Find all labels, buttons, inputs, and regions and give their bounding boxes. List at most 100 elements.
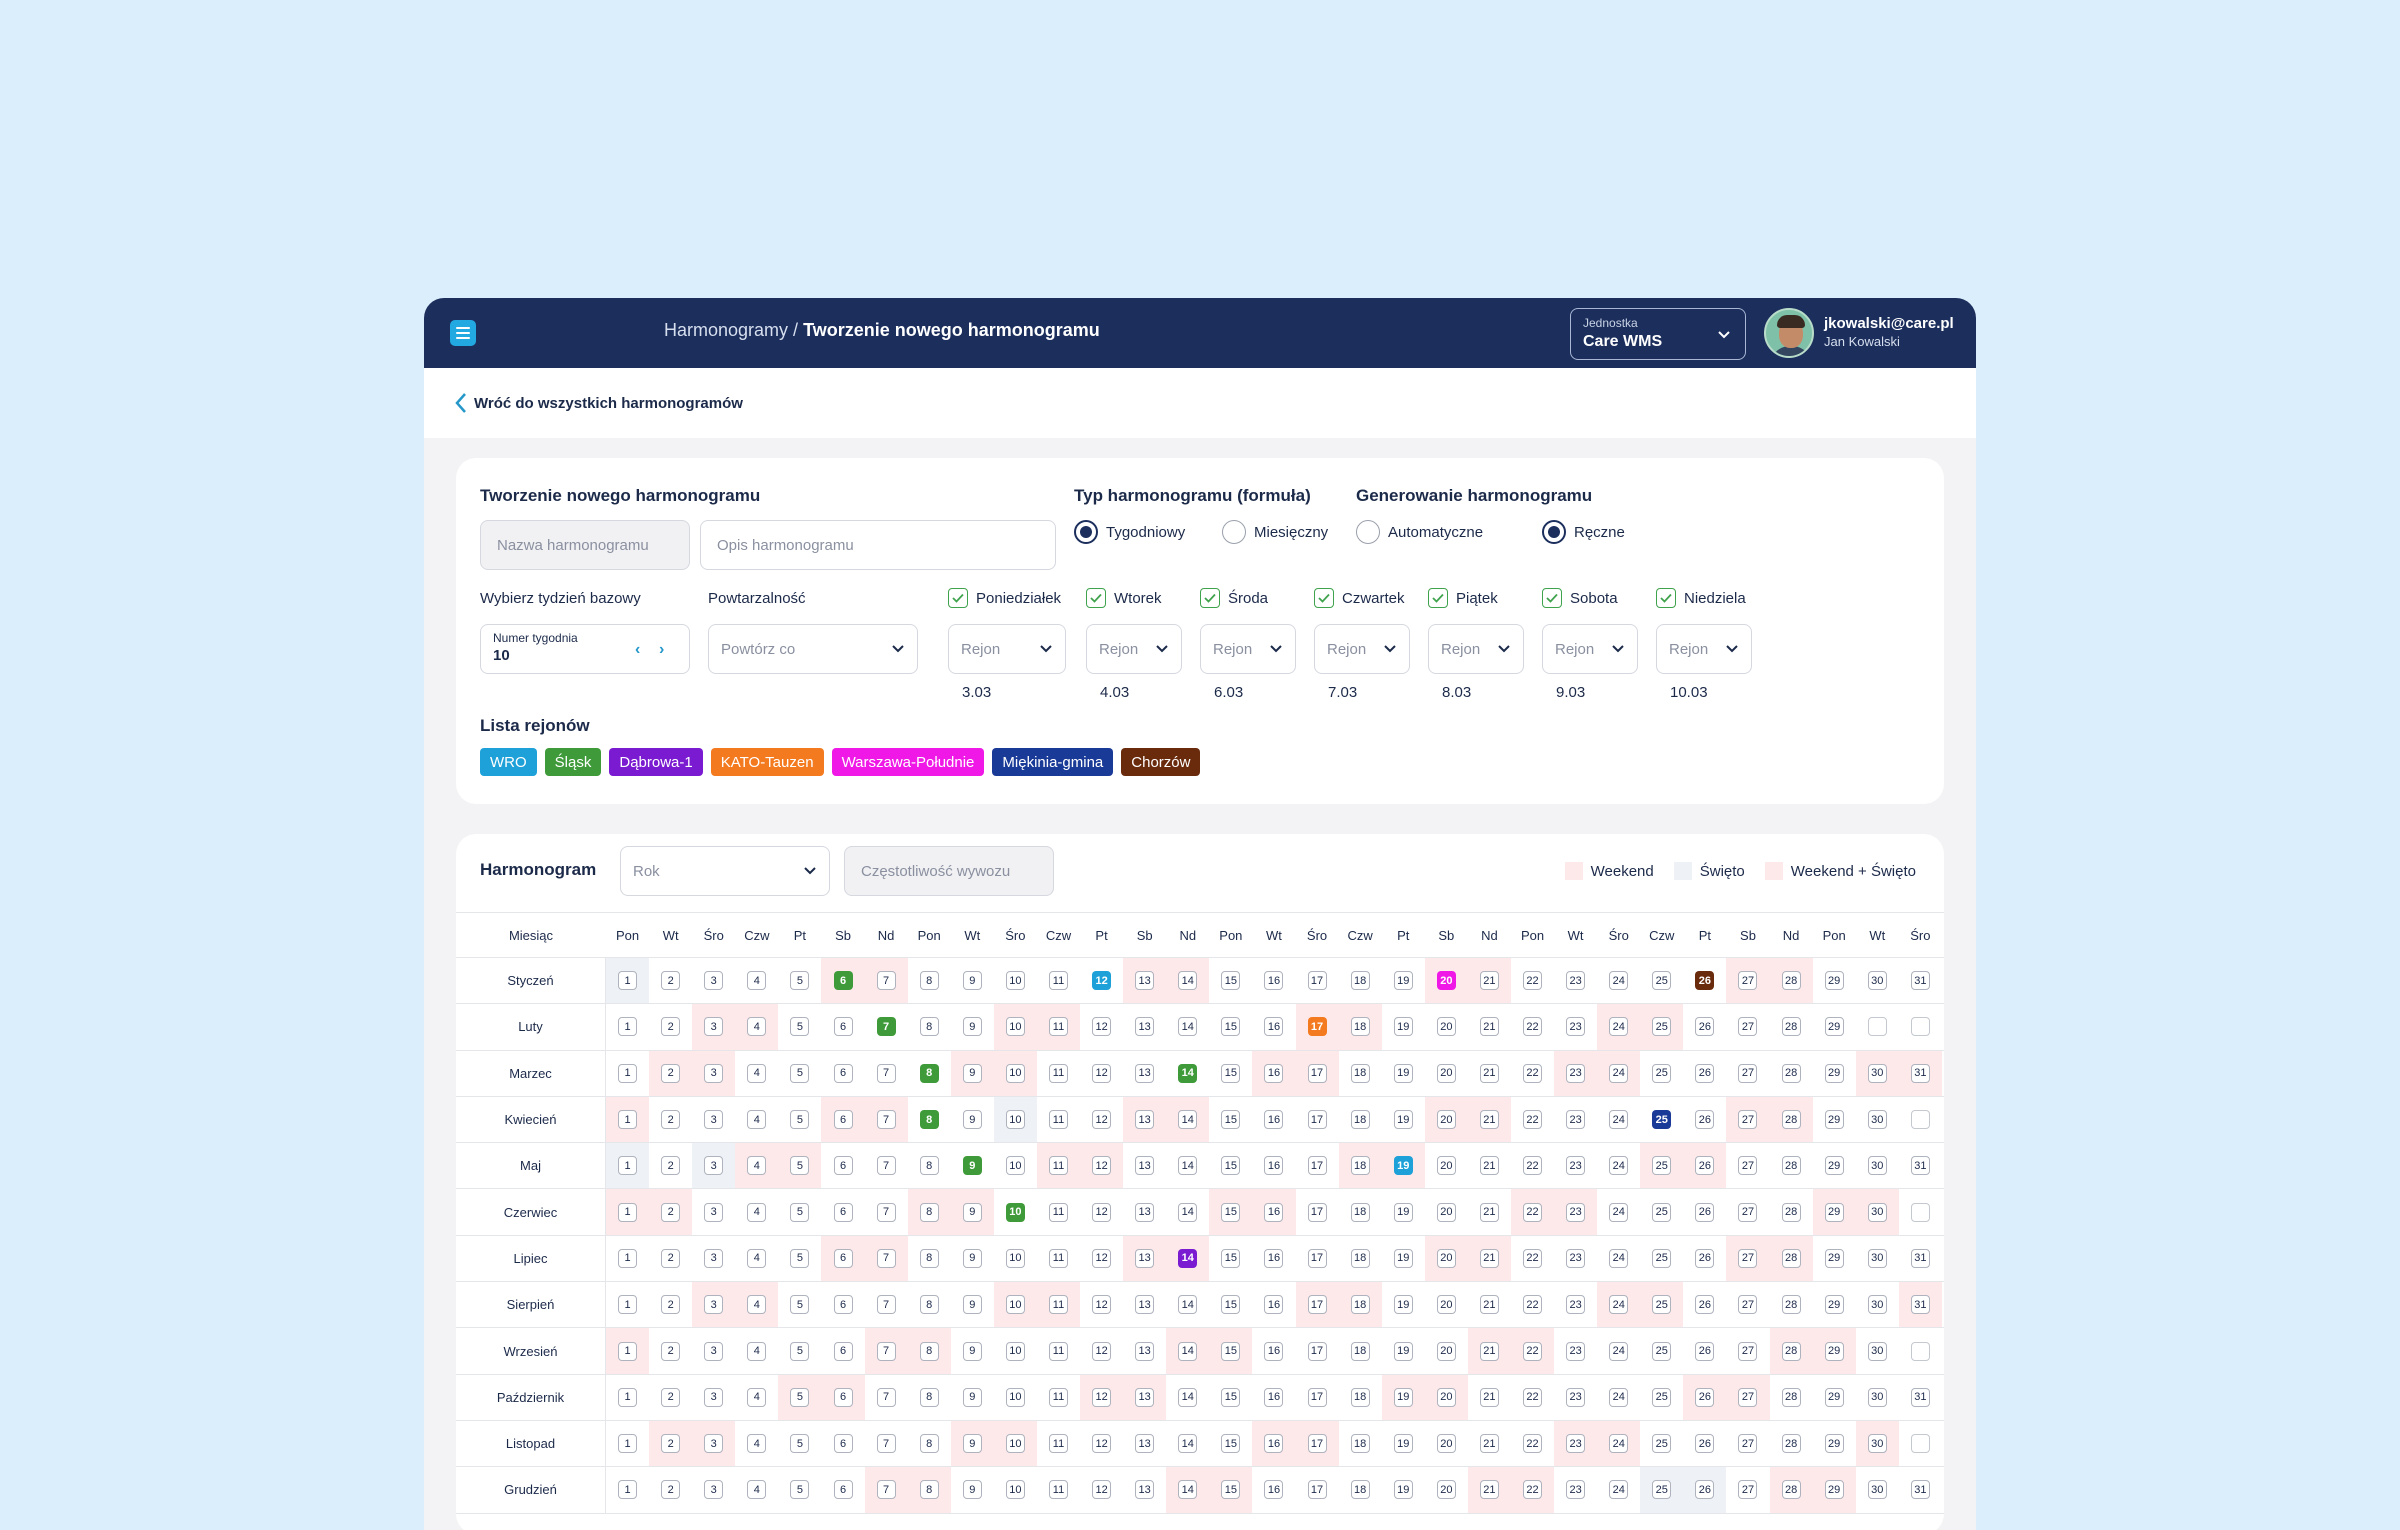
day-number-assigned[interactable]: 14 <box>1178 1248 1198 1268</box>
day-number[interactable]: 8 <box>919 1202 939 1222</box>
day-cell[interactable]: 1 <box>606 1051 649 1096</box>
day-cell[interactable]: 15 <box>1209 1236 1252 1281</box>
day-cell[interactable]: 5 <box>778 1282 821 1327</box>
day-checkbox[interactable]: Piątek <box>1428 588 1498 608</box>
day-cell[interactable]: 25 <box>1640 1051 1683 1096</box>
day-cell[interactable]: 19 <box>1382 1328 1425 1373</box>
day-number[interactable]: 9 <box>962 1434 982 1454</box>
day-number[interactable]: 1 <box>618 1387 638 1407</box>
day-number[interactable]: 29 <box>1824 971 1844 991</box>
day-empty-checkbox[interactable] <box>1910 1202 1930 1222</box>
day-number[interactable]: 21 <box>1479 1387 1499 1407</box>
day-cell[interactable]: 18 <box>1339 1051 1382 1096</box>
day-number[interactable]: 21 <box>1479 1202 1499 1222</box>
day-number[interactable]: 4 <box>747 1480 767 1500</box>
day-cell[interactable]: 11 <box>1037 1236 1080 1281</box>
day-number[interactable]: 1 <box>618 1110 638 1130</box>
day-number[interactable]: 16 <box>1264 1063 1284 1083</box>
day-number[interactable]: 18 <box>1350 1017 1370 1037</box>
day-number[interactable]: 28 <box>1781 1248 1801 1268</box>
day-number[interactable]: 23 <box>1566 1341 1586 1361</box>
day-cell[interactable]: 16 <box>1252 1328 1295 1373</box>
day-cell[interactable]: 9 <box>950 1420 994 1467</box>
day-cell[interactable]: 27 <box>1726 958 1770 1004</box>
day-number-assigned[interactable]: 7 <box>876 1017 896 1037</box>
day-number[interactable]: 6 <box>833 1156 853 1176</box>
day-cell[interactable]: 12 <box>1080 1467 1123 1512</box>
day-number[interactable]: 24 <box>1609 1248 1629 1268</box>
day-number[interactable]: 1 <box>618 1341 638 1361</box>
day-number[interactable]: 30 <box>1867 1387 1887 1407</box>
day-cell[interactable]: 15 <box>1209 1467 1253 1513</box>
day-cell[interactable]: 10 <box>994 1467 1037 1512</box>
day-number[interactable]: 27 <box>1738 1202 1758 1222</box>
day-number[interactable]: 17 <box>1307 1202 1327 1222</box>
day-empty-checkbox[interactable] <box>1867 1017 1887 1037</box>
day-cell[interactable]: 25 <box>1640 1282 1684 1328</box>
day-number[interactable]: 14 <box>1178 1017 1198 1037</box>
day-number[interactable]: 28 <box>1781 1341 1801 1361</box>
day-number[interactable]: 19 <box>1393 1341 1413 1361</box>
day-number[interactable]: 12 <box>1092 1110 1112 1130</box>
day-number[interactable]: 9 <box>962 1248 982 1268</box>
day-number[interactable]: 18 <box>1350 1341 1370 1361</box>
day-number[interactable]: 22 <box>1523 1480 1543 1500</box>
day-cell[interactable]: 9 <box>950 1050 994 1096</box>
day-number[interactable]: 6 <box>833 1110 853 1130</box>
day-number[interactable]: 9 <box>962 1295 982 1315</box>
day-cell[interactable]: 27 <box>1726 1051 1769 1096</box>
day-cell[interactable]: 19 <box>1382 1189 1425 1234</box>
day-number[interactable]: 26 <box>1695 1387 1715 1407</box>
day-number[interactable]: 11 <box>1048 1156 1068 1176</box>
day-cell[interactable]: 19 <box>1382 1236 1425 1281</box>
day-cell[interactable]: 16 <box>1252 1282 1295 1327</box>
day-cell[interactable]: 29 <box>1813 1375 1856 1420</box>
day-cell[interactable]: 4 <box>735 1189 778 1234</box>
avatar[interactable] <box>1764 308 1814 358</box>
day-number[interactable]: 23 <box>1566 1295 1586 1315</box>
day-cell[interactable]: 19 <box>1382 1004 1425 1049</box>
day-number[interactable]: 11 <box>1048 1248 1068 1268</box>
day-number[interactable]: 27 <box>1738 1295 1758 1315</box>
day-number[interactable]: 31 <box>1910 1156 1930 1176</box>
day-number[interactable]: 26 <box>1695 1017 1715 1037</box>
day-number[interactable]: 28 <box>1781 1110 1801 1130</box>
day-number[interactable]: 15 <box>1221 1202 1241 1222</box>
day-number[interactable]: 23 <box>1566 1480 1586 1500</box>
day-empty-checkbox[interactable] <box>1910 1110 1930 1130</box>
day-cell[interactable]: 14 <box>1166 1051 1209 1096</box>
day-number[interactable]: 7 <box>876 1156 896 1176</box>
day-number[interactable]: 27 <box>1738 1063 1758 1083</box>
day-cell[interactable]: 11 <box>1037 1189 1080 1234</box>
day-cell[interactable]: 17 <box>1296 1375 1339 1420</box>
day-cell[interactable]: 14 <box>1166 1189 1209 1234</box>
day-number[interactable]: 31 <box>1910 1248 1930 1268</box>
day-number[interactable]: 19 <box>1393 1202 1413 1222</box>
day-number[interactable]: 17 <box>1307 1248 1327 1268</box>
day-number[interactable]: 2 <box>661 1434 681 1454</box>
day-number[interactable]: 16 <box>1264 1156 1284 1176</box>
day-cell[interactable]: 15 <box>1209 958 1252 1003</box>
day-number[interactable]: 13 <box>1135 971 1155 991</box>
day-cell[interactable]: 26 <box>1683 1051 1726 1096</box>
day-number[interactable]: 9 <box>962 971 982 991</box>
day-cell[interactable]: 28 <box>1770 1004 1813 1049</box>
day-number[interactable]: 11 <box>1048 1480 1068 1500</box>
day-number[interactable]: 16 <box>1264 1110 1284 1130</box>
day-number[interactable]: 15 <box>1221 1110 1241 1130</box>
day-number[interactable]: 25 <box>1652 971 1672 991</box>
day-cell[interactable]: 17 <box>1296 1467 1339 1512</box>
day-number[interactable]: 26 <box>1695 1295 1715 1315</box>
day-checkbox[interactable]: Poniedziałek <box>948 588 1061 608</box>
day-number[interactable]: 19 <box>1393 1110 1413 1130</box>
day-cell[interactable]: 27 <box>1726 1374 1770 1420</box>
day-cell[interactable]: 1 <box>606 1143 650 1189</box>
day-cell[interactable]: 11 <box>1037 1051 1080 1096</box>
day-number[interactable]: 3 <box>704 1434 724 1454</box>
day-number[interactable]: 11 <box>1048 1017 1068 1037</box>
day-cell[interactable]: 20 <box>1425 1051 1468 1096</box>
day-cell[interactable]: 16 <box>1252 1236 1295 1281</box>
day-cell[interactable]: 6 <box>821 1374 865 1420</box>
day-number[interactable]: 15 <box>1221 1341 1241 1361</box>
day-number[interactable]: 29 <box>1824 1295 1844 1315</box>
